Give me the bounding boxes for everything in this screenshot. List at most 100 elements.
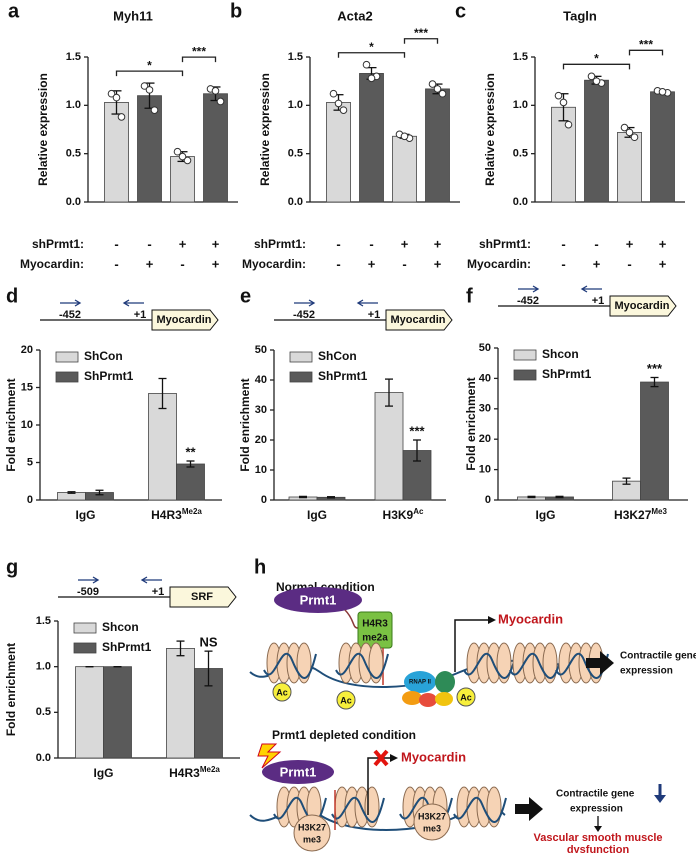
legend-swatch	[513, 349, 537, 361]
bar	[374, 392, 404, 501]
category-text: IgG	[536, 508, 556, 522]
y-tick-label: 20	[21, 344, 33, 356]
primer-label: -509	[77, 586, 99, 598]
significance-label: ***	[192, 44, 206, 58]
panel-letter: f	[466, 285, 473, 307]
primer-arrow	[60, 299, 82, 307]
primer-label: +1	[592, 295, 605, 307]
methyl-mark	[293, 814, 331, 852]
error-bar	[555, 495, 564, 499]
y-tick-label: 1.5	[36, 615, 51, 627]
error-bar	[385, 378, 393, 407]
enzyme-label: Prmt1	[280, 764, 317, 779]
outcome-label: Contractile gene	[620, 651, 696, 662]
tss-arrow	[454, 619, 488, 672]
data-point	[216, 97, 225, 106]
category-superscript: Me2a	[182, 507, 203, 516]
y-axis-label: Relative expression	[483, 73, 497, 186]
gene-box	[151, 309, 219, 331]
bar	[326, 102, 351, 203]
y-axis-label: Fold enrichment	[4, 643, 18, 736]
y-tick-label: 10	[255, 464, 267, 476]
result-label: dysfunction	[567, 844, 630, 853]
y-tick-label: 50	[255, 344, 267, 356]
y-tick-label: 1.0	[36, 661, 51, 673]
category-text: H4R3	[169, 766, 200, 780]
condition-label: shPrmt1:	[32, 237, 84, 251]
condition-value: -	[561, 256, 565, 271]
y-tick-label: 0	[27, 494, 33, 506]
y-axis-label: Relative expression	[258, 73, 272, 186]
condition-value: -	[180, 256, 184, 271]
panel-letter: g	[6, 556, 18, 578]
y-tick-label: 1.5	[66, 51, 81, 63]
condition-value: -	[114, 236, 118, 251]
bar	[640, 381, 669, 501]
block-mark	[373, 749, 389, 767]
bar	[166, 648, 195, 759]
y-tick-label: 50	[479, 342, 491, 354]
primer-label: +1	[368, 309, 381, 321]
significance-bracket	[181, 56, 217, 63]
y-tick-label: 15	[21, 381, 33, 393]
y-axis-label: Fold enrichment	[238, 378, 252, 471]
legend-swatch	[55, 351, 79, 363]
primer-arrow	[518, 285, 540, 293]
category-superscript: Me2a	[200, 765, 221, 774]
significance-label: ***	[414, 26, 428, 40]
primer-arrow	[294, 299, 316, 307]
condition-value: +	[434, 236, 442, 251]
gene-label: Myocardin	[156, 314, 211, 326]
error-bar	[95, 489, 104, 496]
gene-label: Myocardin	[401, 749, 466, 764]
panel-letter: e	[240, 285, 251, 307]
significance-bracket	[628, 49, 664, 56]
panel-letter: b	[230, 0, 242, 22]
x-tick-label: H4R3Me2a	[169, 765, 220, 781]
condition-value: -	[369, 236, 373, 251]
category-superscript: Ac	[413, 507, 424, 516]
data-point	[559, 98, 568, 107]
error-bar	[299, 495, 307, 499]
outcome-label: Contractile gene	[556, 789, 635, 800]
panel-letter: c	[455, 0, 466, 22]
y-axis-label: Fold enrichment	[464, 377, 478, 470]
significance-label: *	[147, 58, 152, 72]
condition-label: Myocardin:	[242, 257, 306, 271]
error-bar	[527, 495, 536, 499]
nucleosome	[263, 642, 317, 684]
gene-box	[385, 309, 453, 331]
bar	[103, 666, 132, 759]
condition-value: +	[659, 256, 667, 271]
y-tick-label: 1.0	[66, 99, 81, 111]
y-tick-label: 40	[255, 374, 267, 386]
gene-box	[169, 586, 237, 608]
annotation: **	[185, 444, 196, 459]
decrease-arrow	[654, 784, 666, 803]
category-text: H3K9	[383, 508, 414, 522]
legend-label: Shcon	[542, 347, 579, 361]
transcription-complex: RNAP II	[402, 671, 455, 707]
y-tick-label: 40	[479, 372, 491, 384]
acetyl-mark	[336, 690, 356, 710]
condition-value: +	[368, 256, 376, 271]
nucleosome	[509, 642, 563, 684]
mark-label: me3	[303, 834, 321, 844]
acetyl-label: Ac	[276, 687, 288, 697]
condition-label: Myocardin:	[20, 257, 84, 271]
enzyme-label: Prmt1	[300, 592, 337, 607]
condition-value: -	[336, 256, 340, 271]
x-tick-label: IgG	[307, 508, 327, 522]
x-tick-label: H3K27Me3	[614, 507, 667, 523]
nucleosome	[335, 642, 389, 684]
bar	[402, 450, 432, 501]
mark-label: H4R3	[362, 619, 388, 630]
primer-label: -452	[517, 295, 539, 307]
y-tick-label: 1.0	[513, 99, 528, 111]
y-tick-label: 1.5	[513, 51, 528, 63]
condition-value: +	[626, 236, 634, 251]
y-tick-label: 0.5	[66, 148, 81, 160]
outcome-label: expression	[620, 666, 673, 677]
error-bar	[176, 640, 185, 657]
